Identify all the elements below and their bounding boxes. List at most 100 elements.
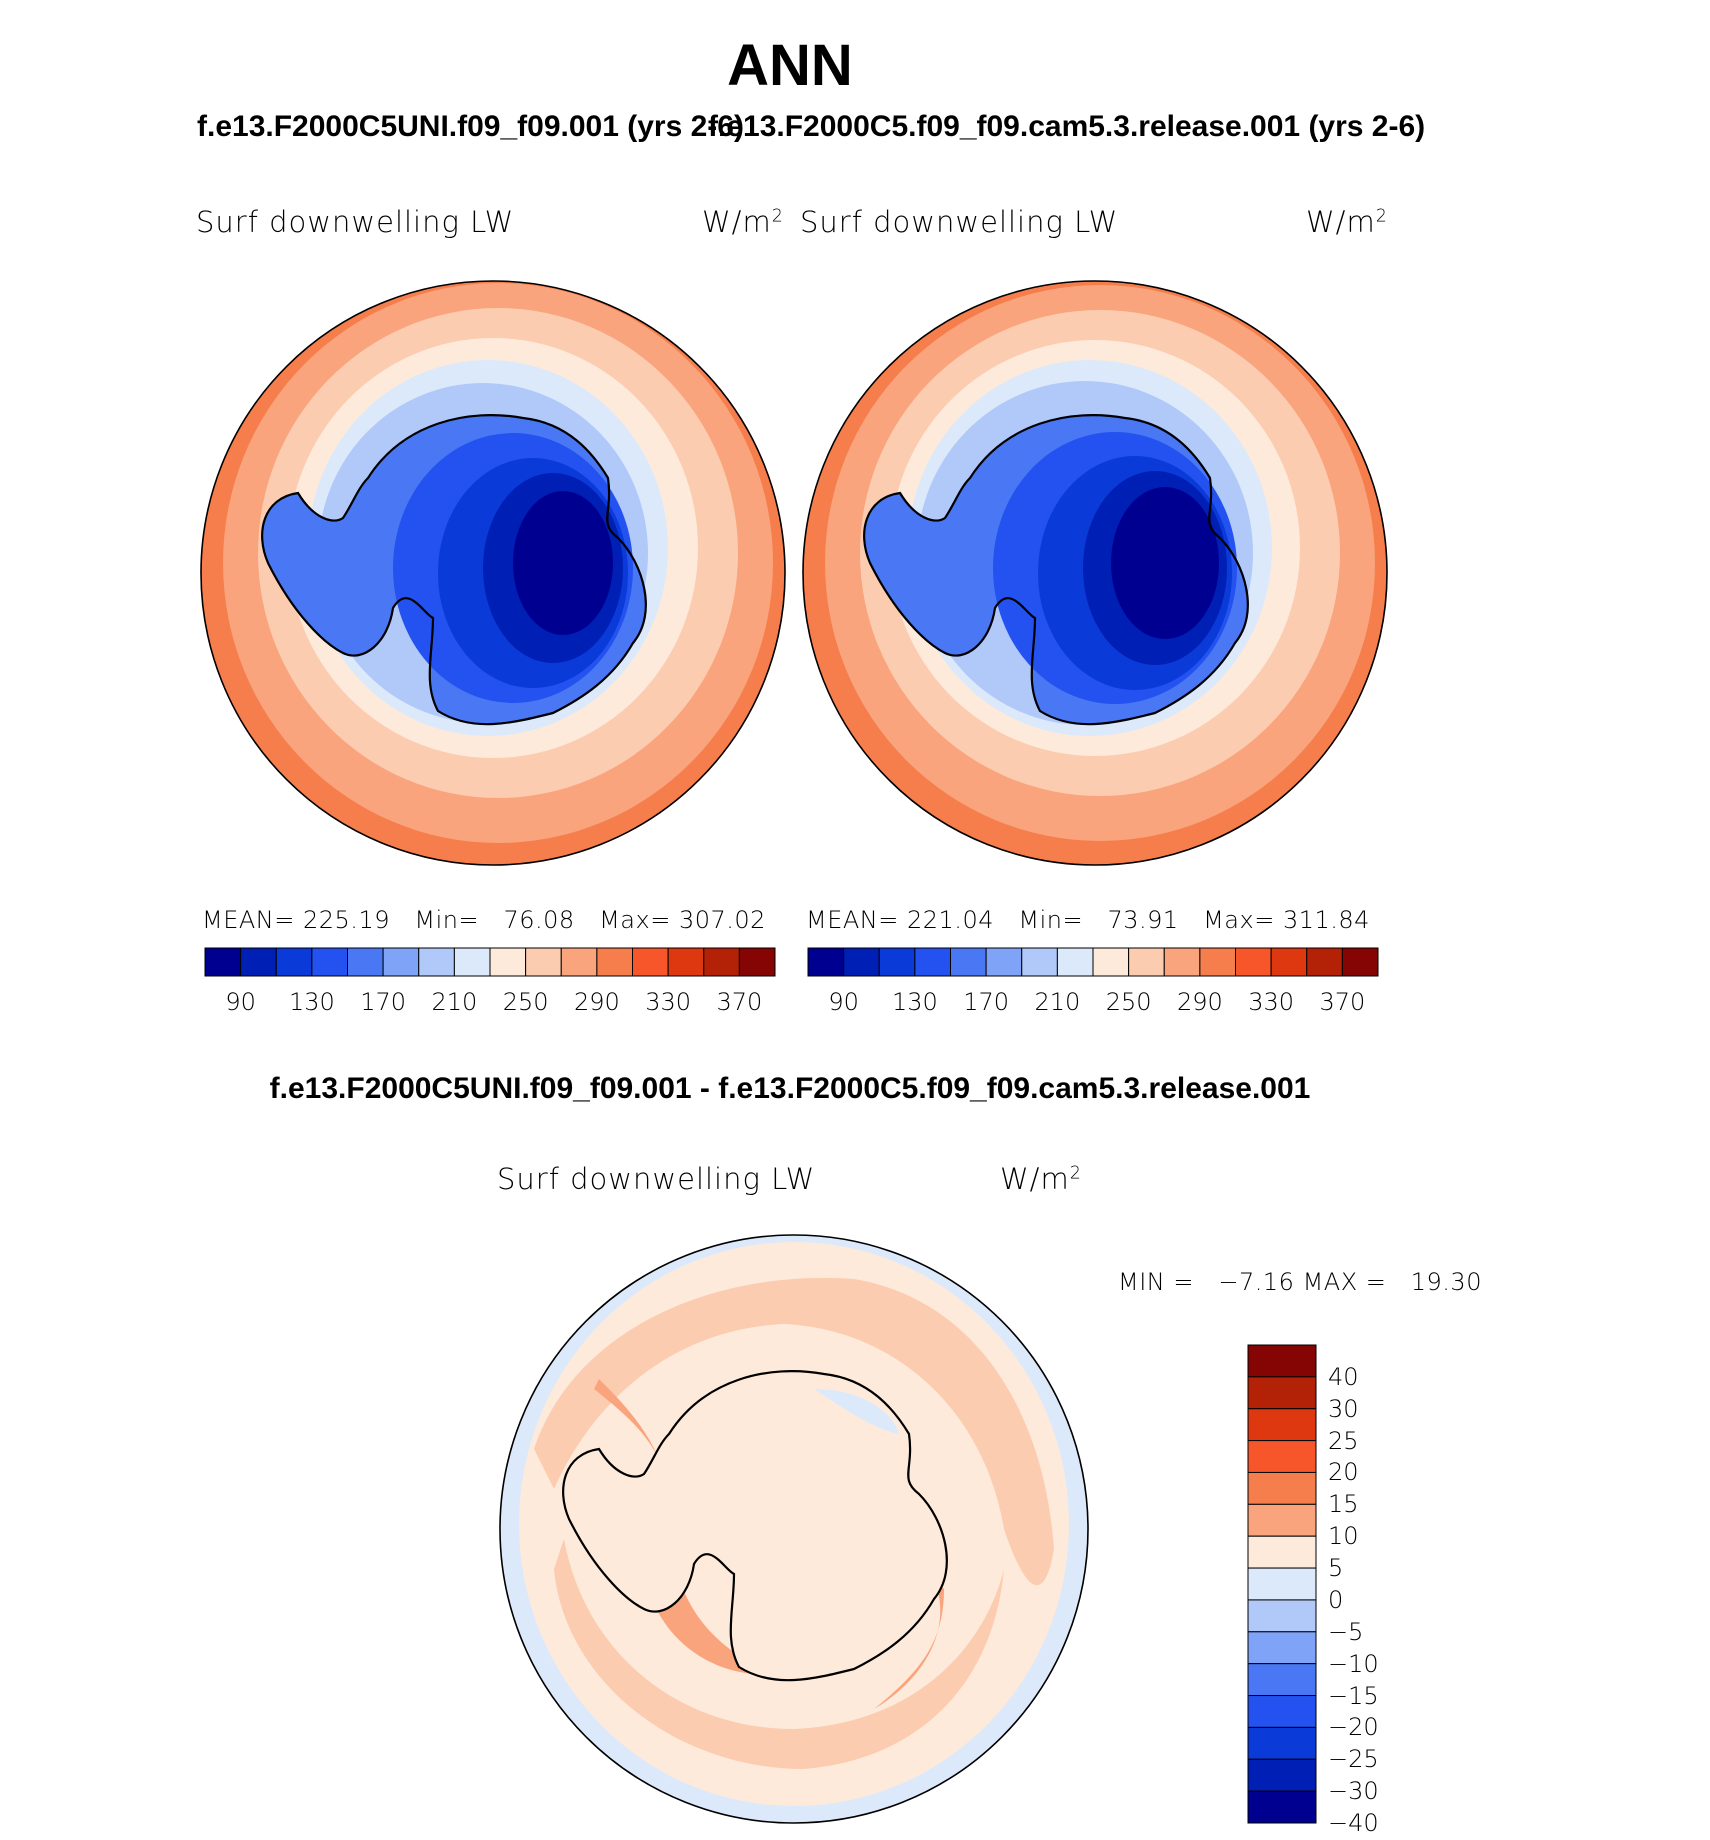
panel2-units-text: W/m [1306,205,1376,239]
colorbar-swatch [667,947,705,977]
main-title: ANN [727,33,853,98]
diff-colorbar-swatch [1247,1726,1317,1760]
colorbar-tick-label: 170 [360,988,407,1016]
colorbar-swatch [632,947,669,977]
panel1-map [200,280,786,866]
diff-colorbar-tick-label: −15 [1328,1681,1379,1710]
diff-colorbar-swatch [1247,1376,1317,1410]
colorbar-swatch [878,947,916,977]
panel2-units: W/m2 [1306,205,1388,239]
colorbar-swatch [1341,947,1379,977]
colorbar-swatch [418,947,455,977]
diff-colorbar-swatch [1247,1503,1317,1537]
colorbar-tick-label: 210 [1034,988,1081,1016]
diff-colorbar-tick-label: −10 [1328,1649,1379,1678]
colorbar-swatch [1199,947,1236,977]
diff-colorbar-tick-label: 10 [1328,1522,1359,1551]
colorbar-tick-label: 170 [963,988,1010,1016]
colorbar-swatch [311,947,348,977]
diff-colorbar-swatch [1247,1790,1317,1824]
contour-5-10-south [554,1539,1004,1769]
colorbar-swatch [453,947,491,977]
colorbar-tick-label: 90 [225,988,256,1016]
colorbar-swatch [382,947,420,977]
panel2-mean-label: MEAN= [806,906,899,934]
colorbar-swatch [1021,947,1058,977]
colorbar-swatch [1092,947,1130,977]
diff-colorbar-tick-label: 0 [1328,1585,1344,1614]
panel2-variable-label: Surf downwelling LW [800,205,1119,239]
colorbar-tick-label: 330 [1248,988,1295,1016]
colorbar-tick-label: 90 [828,988,859,1016]
contour-90 [1111,487,1219,639]
map-boundary [802,280,1388,866]
colorbar-swatch [1270,947,1308,977]
diff-colorbar-swatch [1247,1758,1317,1792]
colorbar-swatch [596,947,633,977]
map-boundary [200,280,786,866]
contour-90 [513,491,613,635]
diff-max-label: MAX = [1302,1268,1387,1296]
panel1-min: 76.08 [503,906,575,934]
diff-title: f.e13.F2000C5UNI.f09_f09.001 - f.e13.F20… [269,1072,1311,1105]
diff-colorbar-tick-label: −20 [1328,1713,1379,1742]
panel1-mean: 225.19 [303,906,390,934]
panel2-map [802,280,1388,866]
panel1-units-exp: 2 [771,206,784,227]
diff-colorbar-swatch [1247,1471,1317,1505]
map-boundary [499,1234,1089,1824]
diff-colorbar-swatch [1247,1599,1317,1633]
colorbar-swatch [560,947,598,977]
diff-colorbar [1247,1344,1317,1824]
diff-colorbar-swatch [1247,1440,1317,1473]
colorbar-swatch [738,947,776,977]
colorbar-swatch [950,947,987,977]
colorbar-tick-label: 370 [1319,988,1366,1016]
colorbar-tick-label: 290 [1176,988,1223,1016]
diff-colorbar-tick-label: −5 [1328,1617,1364,1646]
colorbar-swatch [489,947,527,977]
diff-colorbar-tick-label: −40 [1328,1809,1379,1837]
colorbar-tick-label: 250 [1105,988,1152,1016]
colorbar-swatch [275,947,313,977]
panel1-variable-label: Surf downwelling LW [196,205,515,239]
colorbar-swatch [347,947,384,977]
diff-variable-label: Surf downwelling LW [497,1162,816,1196]
diff-units-exp: 2 [1069,1163,1082,1184]
diff-colorbar-tick-label: 40 [1328,1362,1359,1391]
colorbar-tick-label: 290 [573,988,620,1016]
panel2-mean: 221.04 [907,906,994,934]
diff-colorbar-swatch [1247,1695,1317,1728]
colorbar-swatch [1163,947,1201,977]
colorbar-swatch [703,947,740,977]
panel1-max: 307.02 [678,906,766,934]
diff-min-label: MIN = [1118,1268,1194,1296]
diff-units-text: W/m [1000,1162,1070,1196]
diff-colorbar-swatch [1247,1408,1317,1442]
case2-title: f.e13.F2000C5.f09_f09.cam5.3.release.001… [708,110,1426,143]
panel1-colorbar-ticks: 90 130 170 210 250 290 330 370 [205,988,775,1018]
colorbar-tick-label: 130 [891,988,938,1016]
diff-min: −7.16 [1218,1268,1295,1296]
panel1-colorbar [204,947,776,977]
panel2-max-label: Max= [1203,906,1275,934]
case1-title: f.e13.F2000C5UNI.f09_f09.001 (yrs 2-6) [197,110,744,143]
diff-max: 19.30 [1410,1268,1482,1296]
diff-colorbar-tick-label: −25 [1328,1745,1379,1774]
colorbar-tick-label: 330 [645,988,692,1016]
diff-colorbar-tick-label: 15 [1328,1490,1359,1519]
diff-colorbar-swatch [1247,1535,1317,1569]
diff-colorbar-swatch [1247,1663,1317,1697]
colorbar-swatch [525,947,562,977]
diff-colorbar-tick-label: −30 [1328,1777,1379,1806]
diff-units: W/m2 [1000,1162,1082,1196]
panel2-min: 73.91 [1107,906,1179,934]
colorbar-swatch [1306,947,1343,977]
colorbar-tick-label: 370 [716,988,763,1016]
panel1-units: W/m2 [702,205,784,239]
colorbar-swatch [1056,947,1094,977]
colorbar-tick-label: 210 [431,988,478,1016]
diff-colorbar-swatch [1247,1344,1317,1378]
colorbar-swatch [1235,947,1272,977]
